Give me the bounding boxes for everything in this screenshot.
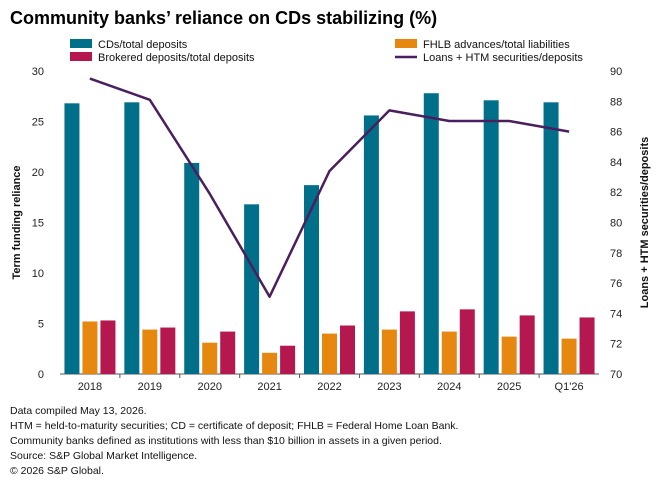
bar-brokered-deposits-total-deposits <box>459 309 475 374</box>
x-tick-label: 2020 <box>197 381 221 393</box>
bar-fhlb-advances-total-liabilities <box>262 352 278 374</box>
y2-tick-label: 72 <box>610 339 622 351</box>
y-tick-label: 10 <box>32 268 44 280</box>
note-data-compiled: Data compiled May 13, 2026. <box>10 405 147 417</box>
bar-fhlb-advances-total-liabilities <box>322 333 337 374</box>
legend-label: FHLB advances/total liabilities <box>423 39 570 51</box>
bar-fhlb-advances-total-liabilities <box>142 329 158 374</box>
bar-fhlb-advances-total-liabilities <box>202 342 218 374</box>
bar-cds-total-deposits <box>363 115 379 374</box>
chart-notes: Data compiled May 13, 2026. HTM = held-t… <box>10 404 458 479</box>
bar-brokered-deposits-total-deposits <box>399 311 415 374</box>
legend-label: Loans + HTM securities/deposits <box>423 52 583 64</box>
line-loans-htm-securities-deposits <box>89 77 570 298</box>
y-axis-title: Term funding reliance <box>11 165 23 279</box>
y2-tick-label: 84 <box>610 157 622 169</box>
bar-fhlb-advances-total-liabilities <box>381 329 397 374</box>
bar-cds-total-deposits <box>124 102 140 374</box>
note-source: Source: S&P Global Market Intelligence. <box>10 450 198 462</box>
x-tick-label: 2025 <box>497 381 521 393</box>
x-tick-label: 2018 <box>78 381 102 393</box>
y2-axis-title: Loans + HTM securities/deposits <box>639 137 651 308</box>
note-abbreviations: HTM = held-to-maturity securities; CD = … <box>10 420 459 432</box>
bar-cds-total-deposits <box>184 162 200 374</box>
y2-tick-label: 82 <box>610 187 622 199</box>
bar-cds-total-deposits <box>423 93 439 374</box>
x-tick-label: Q1'26 <box>555 381 584 393</box>
bar-brokered-deposits-total-deposits <box>220 331 236 374</box>
bar-fhlb-advances-total-liabilities <box>561 338 577 374</box>
legend-swatch <box>70 39 92 48</box>
bar-brokered-deposits-total-deposits <box>280 345 296 374</box>
y2-tick-label: 74 <box>610 308 622 320</box>
note-definition: Community banks defined as institutions … <box>10 435 442 447</box>
bar-brokered-deposits-total-deposits <box>579 317 595 374</box>
y2-tick-label: 80 <box>610 218 622 230</box>
bar-fhlb-advances-total-liabilities <box>441 331 457 374</box>
y2-tick-label: 70 <box>610 369 622 381</box>
x-tick-label: 2019 <box>138 381 162 393</box>
y2-tick-label: 90 <box>610 66 622 78</box>
bar-cds-total-deposits <box>304 185 319 374</box>
y2-tick-label: 86 <box>610 127 622 139</box>
y-tick-label: 5 <box>38 319 44 331</box>
note-copyright: © 2026 S&P Global. <box>10 465 104 477</box>
bar-brokered-deposits-total-deposits <box>340 325 355 374</box>
chart-title: Community banks’ reliance on CDs stabili… <box>10 8 438 28</box>
bar-fhlb-advances-total-liabilities <box>501 336 517 374</box>
x-tick-label: 2023 <box>377 381 401 393</box>
bar-cds-total-deposits <box>543 102 559 374</box>
bar-cds-total-deposits <box>64 103 80 374</box>
bar-brokered-deposits-total-deposits <box>160 327 176 374</box>
y2-tick-label: 78 <box>610 248 622 260</box>
y-tick-label: 25 <box>32 117 44 129</box>
legend-label: Brokered deposits/total deposits <box>98 52 255 64</box>
bar-cds-total-deposits <box>483 100 499 374</box>
legend-label: CDs/total deposits <box>98 39 188 51</box>
bar-brokered-deposits-total-deposits <box>519 315 535 374</box>
y-tick-label: 20 <box>32 167 44 179</box>
x-tick-label: 2021 <box>257 381 281 393</box>
x-tick-label: 2024 <box>437 381 461 393</box>
y2-tick-label: 76 <box>610 278 622 290</box>
y2-tick-label: 88 <box>610 96 622 108</box>
bar-fhlb-advances-total-liabilities <box>82 321 98 374</box>
legend-swatch <box>395 39 417 48</box>
bar-cds-total-deposits <box>244 204 260 374</box>
bar-brokered-deposits-total-deposits <box>100 320 116 374</box>
y-tick-label: 30 <box>32 66 44 78</box>
legend-swatch <box>70 52 92 61</box>
x-tick-label: 2022 <box>317 381 341 393</box>
y-tick-label: 0 <box>38 369 44 381</box>
y-tick-label: 15 <box>32 218 44 230</box>
